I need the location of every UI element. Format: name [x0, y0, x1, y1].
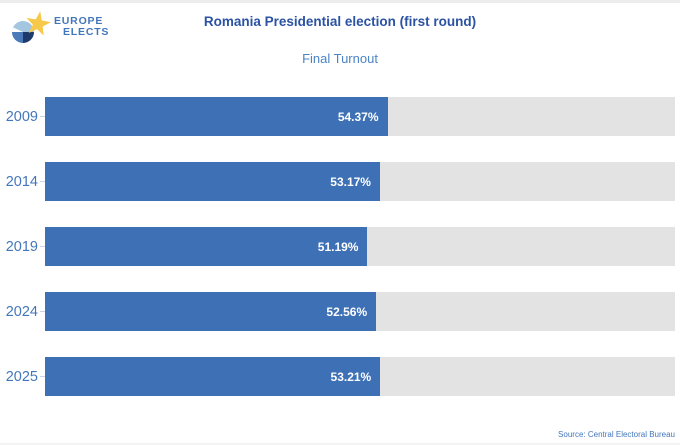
logo-wordmark: EUROPE ELECTS: [54, 16, 109, 38]
axis-tick: [40, 376, 45, 377]
bar-track: 51.19%: [45, 227, 675, 266]
bar-fill: 51.19%: [45, 227, 368, 266]
chart-subtitle: Final Turnout: [302, 51, 378, 66]
pie-slice-white-icon: [12, 27, 23, 32]
bar-fill: 52.56%: [45, 292, 377, 331]
chart-row: 2025 53.21%: [4, 357, 675, 396]
axis-tick: [40, 246, 45, 247]
bar-value-label: 53.21%: [330, 369, 372, 384]
bar-track: 54.37%: [45, 97, 675, 136]
bar-track: 52.56%: [45, 292, 675, 331]
chart-row: 2009 54.37%: [4, 97, 675, 136]
axis-tick: [40, 116, 45, 117]
chart-row: 2019 51.19%: [4, 227, 675, 266]
europe-elects-logo: EUROPE ELECTS: [9, 7, 109, 49]
bar-track: 53.21%: [45, 357, 675, 396]
year-label: 2019: [5, 238, 38, 255]
axis-tick: [40, 181, 45, 182]
logo-line-europe: EUROPE: [54, 15, 104, 27]
bar-fill: 53.17%: [45, 162, 380, 201]
chart-row: 2024 52.56%: [4, 292, 675, 331]
pie-slice-mid-icon: [12, 32, 23, 43]
bar-track: 53.17%: [45, 162, 675, 201]
pie-slice-dark-icon: [23, 32, 34, 43]
bar-chart: 2009 54.37% 2014 53.17% 2019 51.19% 2024 52.56%…: [4, 97, 675, 422]
year-label: 2009: [5, 108, 38, 125]
year-label: 2024: [5, 303, 38, 320]
logo-line-elects: ELECTS: [63, 26, 110, 38]
year-label: 2014: [5, 173, 38, 190]
europe-elects-logo-icon: [12, 11, 51, 43]
bar-value-label: 54.37%: [337, 109, 379, 124]
bar-value-label: 51.19%: [317, 239, 359, 254]
axis-tick: [40, 311, 45, 312]
top-edge-line: [0, 0, 680, 3]
year-label: 2025: [5, 368, 38, 385]
star-icon: [26, 11, 51, 36]
bottom-edge-line: [0, 443, 680, 445]
bar-fill: 54.37%: [45, 97, 388, 136]
chart-title: Romania Presidential election (first rou…: [203, 14, 477, 29]
bar-value-label: 53.17%: [330, 174, 371, 189]
bar-fill: 53.21%: [45, 357, 381, 396]
source-note: Source: Central Electoral Bureau: [558, 430, 675, 439]
bar-value-label: 52.56%: [326, 304, 368, 319]
chart-row: 2014 53.17%: [4, 162, 675, 201]
